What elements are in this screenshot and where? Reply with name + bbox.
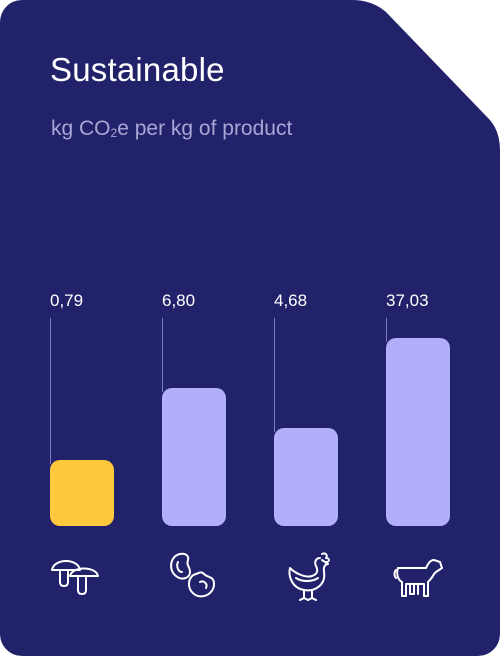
value-label: 37,03 (386, 291, 429, 310)
chart-title: Sustainable (50, 51, 225, 88)
subtitle-part: e per kg of product (117, 117, 293, 140)
beans-icon (166, 548, 222, 604)
bar-chicken (274, 428, 338, 526)
value-label: 6,80 (162, 291, 195, 310)
subtitle-subscript: 2 (110, 126, 118, 140)
chicken-icon (282, 548, 338, 604)
mushroom-icon (48, 548, 104, 604)
subtitle-part: kg CO (51, 117, 111, 140)
value-label: 0,79 (50, 291, 83, 310)
value-label: 4,68 (274, 291, 307, 310)
chart-subtitle: kg CO2e per kg of product (51, 114, 292, 148)
bar-beef (386, 338, 450, 526)
cow-icon (390, 548, 446, 604)
bar-beans (162, 388, 226, 526)
bar-mushroom (50, 460, 114, 526)
